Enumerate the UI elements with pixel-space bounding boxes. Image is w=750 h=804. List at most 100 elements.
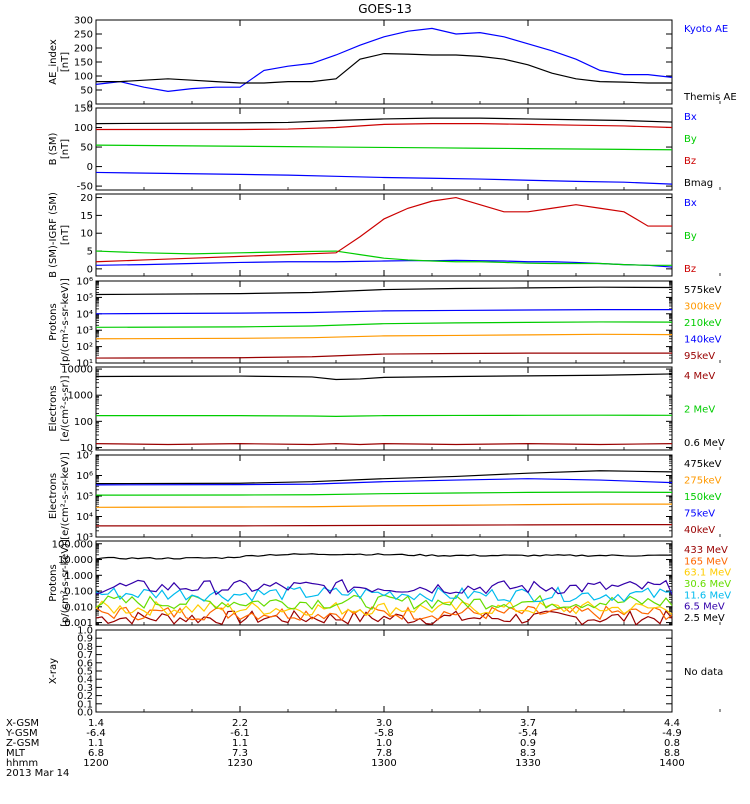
y-tick-label: 10⁵ — [76, 492, 93, 503]
y-tick-label: 10⁵ — [76, 293, 93, 304]
series-0-6-mev-line — [95, 373, 673, 381]
y-tick-label: 0.7 — [77, 650, 93, 661]
y-tick-label: 0.6 — [77, 658, 93, 669]
legend-4-mev: 4 MeV — [684, 371, 715, 382]
legend-0-6-mev: 0.6 MeV — [684, 438, 725, 449]
y-axis-label: AE_index — [48, 39, 59, 85]
legend-140kev: 140keV — [684, 335, 722, 346]
y-tick-label: 1000 — [68, 391, 93, 402]
x-tick-label: 1330 — [515, 758, 540, 769]
date-label: 2013 Mar 14 — [6, 768, 69, 779]
y-tick-label: 300 — [74, 16, 93, 27]
y-tick-label: 10⁶ — [76, 277, 93, 288]
panel-protons-high: 0.001 0.010 0.100 1.000 10.000 100.000 Protons… — [48, 539, 731, 629]
x-axis-row-label: Z-GSM — [6, 738, 39, 749]
series-275kev-line — [95, 503, 672, 508]
x-tick-label: 3.7 — [520, 718, 536, 729]
x-axis-row-label: X-GSM — [6, 718, 39, 729]
legend-by: By — [684, 134, 697, 145]
y-axis-label: X-ray — [48, 658, 59, 684]
y-tick-label: 0.1 — [77, 699, 93, 710]
legend-bx: Bx — [684, 112, 697, 123]
y-tick-label: 0.100 — [64, 587, 93, 598]
series-themis-ae-line — [96, 52, 672, 84]
y-axis-unit: [e/(cm²-s-sr-keV)] — [60, 452, 71, 540]
y-tick-label: 10³ — [76, 326, 93, 337]
x-tick-label: 7.3 — [232, 748, 248, 759]
y-tick-label: 200 — [74, 44, 93, 55]
y-tick-label: 0.001 — [64, 618, 93, 629]
y-tick-label: 0.3 — [77, 683, 93, 694]
panel-b-sm: -50 0 50 100 150 B (SM) [nT] Bx By Bz Bmag — [48, 104, 721, 193]
y-tick-label: 150 — [74, 104, 93, 115]
series-bz-line — [95, 196, 672, 263]
series-by-line — [95, 144, 673, 151]
no-data-note: No data — [684, 667, 723, 678]
y-axis-unit: [nT] — [60, 139, 71, 159]
y-tick-label: 1.0 — [77, 626, 93, 637]
legend-bmag: Bmag — [684, 178, 713, 189]
y-tick-label: 10⁶ — [76, 471, 93, 482]
panel-b-minus-igrf: 0 5 10 15 20 B (SM)-IGRF (SM) [nT] Bx By Bz — [48, 192, 721, 278]
y-axis-label: B (SM) — [48, 132, 59, 165]
y-tick-label: 0.010 — [64, 602, 93, 613]
series-bmag-line — [95, 117, 673, 125]
legend-150kev: 150keV — [684, 492, 722, 503]
y-axis-unit: [nT] — [60, 225, 71, 245]
x-tick-label: -6.4 — [86, 728, 106, 739]
legend-300kev: 300keV — [684, 302, 722, 313]
x-tick-label: 2.2 — [232, 718, 248, 729]
y-tick-label: 15 — [80, 211, 93, 222]
y-tick-label: 1.000 — [64, 571, 93, 582]
y-axis-label: B (SM)-IGRF (SM) — [48, 192, 59, 278]
panel-frame — [95, 366, 673, 451]
legend-575kev: 575keV — [684, 285, 722, 296]
y-tick-label: 10 — [80, 229, 93, 240]
legend-bz: Bz — [684, 156, 696, 167]
y-tick-label: 0.2 — [77, 691, 93, 702]
y-tick-label: 100 — [74, 123, 93, 134]
series-bx-line — [95, 171, 673, 185]
y-tick-label: 0.0 — [77, 708, 93, 719]
legend-2-5-mev: 2.5 MeV — [684, 613, 725, 624]
series-by-line — [95, 250, 672, 266]
y-tick-label: 10000 — [61, 365, 93, 376]
x-tick-label: 1300 — [371, 758, 396, 769]
series-kyoto-ae-line — [95, 27, 673, 93]
legend-63-1-mev: 63.1 MeV — [684, 568, 731, 579]
legend-275kev: 275keV — [684, 476, 722, 487]
x-tick-label: 1400 — [659, 758, 684, 769]
series-2-mev-line — [96, 414, 673, 417]
legend-433-mev: 433 MeV — [684, 545, 728, 556]
series-40kev-line — [96, 524, 672, 527]
x-tick-label: 8.8 — [664, 748, 680, 759]
x-axis-annotation: X-GSMY-GSMZ-GSMMLThhmm1.4-6.41.16.812002… — [5, 718, 685, 769]
legend-210kev: 210keV — [684, 318, 722, 329]
x-axis-row-label: MLT — [6, 748, 26, 759]
y-axis-unit: [p/(cm²-s-sr-keV)] — [60, 539, 71, 627]
y-tick-label: 100 — [74, 72, 93, 83]
series-300kev-line — [95, 333, 673, 340]
series-2-5-mev-line — [95, 553, 673, 560]
y-tick-label: 250 — [74, 30, 93, 41]
series-150kev-line — [95, 491, 673, 496]
series-75kev-line — [95, 478, 673, 486]
y-tick-label: 10¹ — [76, 359, 93, 370]
plot-title: GOES-13 — [358, 2, 412, 16]
legend-40kev: 40keV — [684, 525, 715, 536]
panel-electrons-kev: 10³ 10⁴ 10⁵ 10⁶ 10⁷ Electrons [e/(cm²-s-sr-keV… — [48, 451, 722, 544]
panel-x-ray: 0.00.10.20.30.40.50.60.70.80.91.0 X-ray No… — [48, 626, 723, 719]
y-axis-unit: [p/(cm²-s-sr-keV)] — [60, 278, 71, 366]
x-tick-label: 0.9 — [520, 738, 536, 749]
y-tick-label: -50 — [77, 182, 93, 193]
y-tick-label: 5 — [87, 247, 93, 258]
panel-frame — [95, 629, 673, 713]
y-axis-label: Protons — [48, 303, 59, 340]
series-bz-line — [96, 123, 673, 131]
y-tick-label: 100.000 — [52, 539, 93, 550]
x-tick-label: 7.8 — [376, 748, 392, 759]
legend-165-mev: 165 MeV — [684, 556, 728, 567]
